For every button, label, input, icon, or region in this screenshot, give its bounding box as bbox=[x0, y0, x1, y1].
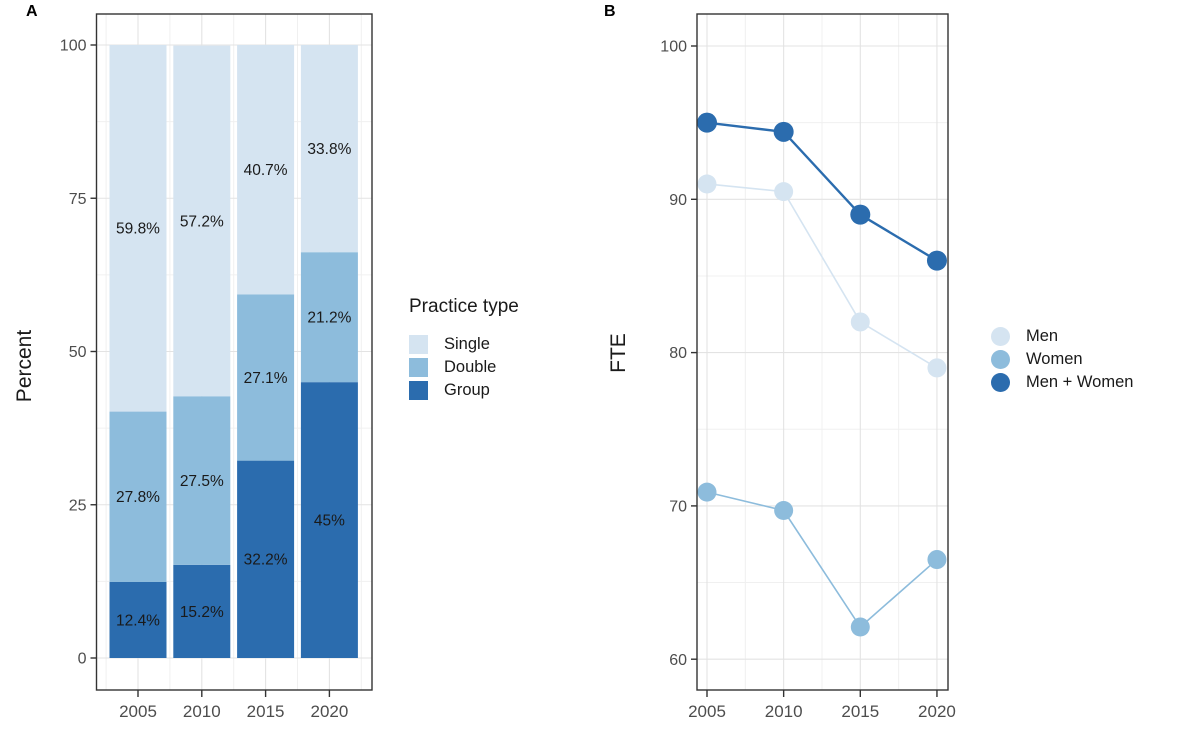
panel-b-label: B bbox=[604, 3, 616, 20]
bar-value-label: 27.5% bbox=[180, 473, 224, 490]
series-line bbox=[706, 491, 938, 629]
legend-title: Practice type bbox=[409, 296, 519, 317]
y-tick-label: 0 bbox=[78, 651, 87, 668]
legend-item-women: Women bbox=[991, 348, 1133, 371]
bar-segment bbox=[173, 564, 231, 658]
bar-segment bbox=[109, 581, 167, 658]
y-tick-label: 25 bbox=[69, 497, 87, 514]
series-line bbox=[706, 183, 938, 369]
legend-label-women: Women bbox=[1026, 350, 1083, 368]
data-point bbox=[850, 204, 871, 225]
legend-item-single: Single bbox=[409, 333, 519, 356]
bar-segment bbox=[173, 396, 231, 565]
y-tick-label: 50 bbox=[69, 344, 87, 361]
data-point bbox=[774, 500, 794, 520]
legend-item-men-women: Men + Women bbox=[991, 371, 1133, 394]
bar-segment bbox=[173, 45, 231, 397]
x-tick-label: 2020 bbox=[310, 702, 348, 721]
legend-label-single: Single bbox=[444, 335, 490, 353]
legend-label-double: Double bbox=[444, 358, 497, 376]
legend-label-men-women: Men + Women bbox=[1026, 373, 1134, 391]
bar-value-label: 21.2% bbox=[307, 310, 351, 327]
y-axis-title-fte: FTE bbox=[607, 333, 630, 373]
legend-item-group: Group bbox=[409, 379, 519, 402]
bar-value-label: 15.2% bbox=[180, 604, 224, 621]
bar-segment bbox=[300, 252, 358, 383]
group-swatch-icon bbox=[409, 381, 428, 400]
data-point bbox=[926, 250, 947, 271]
y-tick-label: 75 bbox=[69, 191, 87, 208]
y-tick-label: 60 bbox=[669, 652, 687, 669]
legend-item-double: Double bbox=[409, 356, 519, 379]
data-point bbox=[850, 617, 870, 637]
data-point bbox=[697, 112, 717, 133]
y-tick-label: 100 bbox=[660, 39, 687, 56]
data-point bbox=[774, 182, 794, 202]
bar-value-label: 45% bbox=[314, 513, 345, 530]
bar-segment bbox=[109, 411, 167, 582]
x-tick-label: 2015 bbox=[841, 702, 879, 721]
x-tick-label: 2005 bbox=[119, 702, 157, 721]
bar-value-label: 33.8% bbox=[307, 141, 351, 158]
y-tick-label: 100 bbox=[60, 38, 87, 55]
x-tick-label: 2020 bbox=[918, 702, 956, 721]
legend-label-group: Group bbox=[444, 381, 490, 399]
single-swatch-icon bbox=[409, 335, 428, 354]
women-dot-icon bbox=[991, 350, 1010, 369]
bar-segment bbox=[237, 294, 295, 461]
y-tick-label: 80 bbox=[669, 345, 687, 362]
bar-segment bbox=[109, 45, 167, 412]
x-tick-label: 2010 bbox=[765, 702, 803, 721]
data-point bbox=[927, 550, 947, 570]
legend-item-men: Men bbox=[991, 325, 1133, 348]
y-tick-label: 90 bbox=[669, 192, 687, 209]
legend-label-men: Men bbox=[1026, 327, 1059, 345]
legend-fte-series: Men Women Men + Women bbox=[991, 325, 1133, 394]
series-line bbox=[706, 121, 938, 262]
x-tick-label: 2005 bbox=[688, 702, 726, 721]
panel-a-label: A bbox=[26, 3, 38, 20]
bar-segment bbox=[237, 460, 295, 658]
data-point bbox=[773, 121, 794, 142]
bar-value-label: 12.4% bbox=[116, 612, 160, 629]
bar-value-label: 27.8% bbox=[116, 489, 160, 506]
bar-value-label: 27.1% bbox=[244, 370, 288, 387]
bar-segment bbox=[237, 45, 295, 295]
y-tick-label: 70 bbox=[669, 499, 687, 516]
bar-value-label: 57.2% bbox=[180, 213, 224, 230]
bar-segment bbox=[300, 382, 358, 658]
bar-value-label: 59.8% bbox=[116, 221, 160, 238]
data-point bbox=[927, 358, 947, 378]
double-swatch-icon bbox=[409, 358, 428, 377]
bar-value-label: 40.7% bbox=[244, 162, 288, 179]
legend-practice-type: Practice type Single Double Group bbox=[409, 296, 519, 402]
x-tick-label: 2015 bbox=[247, 702, 285, 721]
y-axis-title-percent: Percent bbox=[13, 329, 36, 403]
x-tick-label: 2010 bbox=[183, 702, 221, 721]
data-point bbox=[697, 174, 717, 194]
bar-value-label: 32.2% bbox=[244, 552, 288, 569]
bar-segment bbox=[300, 45, 358, 253]
men-women-dot-icon bbox=[991, 373, 1010, 392]
data-point bbox=[697, 482, 717, 502]
men-dot-icon bbox=[991, 327, 1010, 346]
data-point bbox=[850, 312, 870, 332]
